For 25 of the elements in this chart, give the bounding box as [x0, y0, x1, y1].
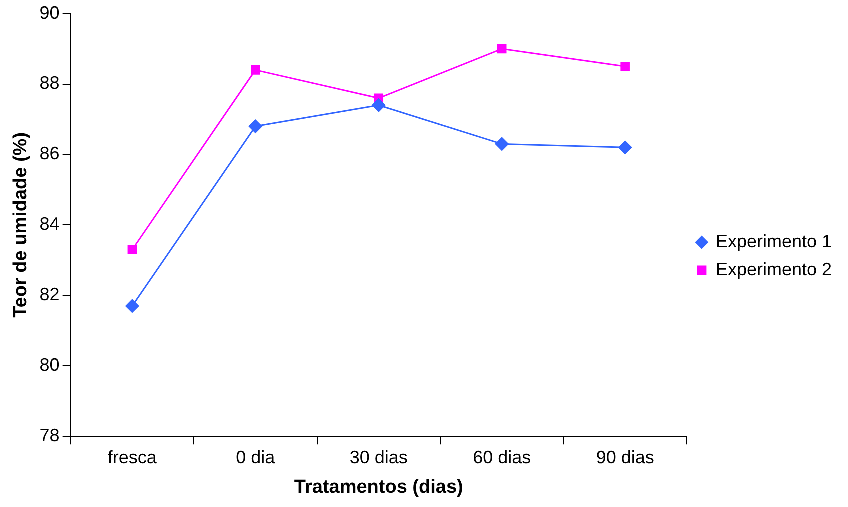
point [495, 137, 509, 151]
legend-label: Experimento 2 [716, 259, 832, 280]
point [497, 44, 507, 54]
point [372, 98, 386, 112]
y-tick-label: 80 [40, 355, 60, 376]
y-tick-label: 86 [40, 144, 60, 164]
x-tick-label: 0 dia [236, 447, 276, 468]
y-tick-label: 88 [40, 73, 60, 94]
legend-label: Experimento 1 [716, 231, 832, 252]
y-tick-label: 78 [40, 426, 60, 446]
x-tick-label: 90 dias [596, 447, 654, 468]
point [248, 120, 262, 134]
point [128, 245, 138, 255]
y-tick-label: 90 [40, 2, 60, 23]
x-tick-label: 60 dias [473, 447, 532, 468]
y-axis-title: Teor de umidade (%) [10, 132, 32, 318]
x-tick-label: fresca [108, 447, 158, 468]
x-axis-title: Tratamentos (dias) [294, 476, 464, 498]
point [620, 62, 630, 72]
point [126, 299, 140, 313]
point [251, 66, 260, 75]
y-tick-label: 84 [40, 214, 60, 234]
point [618, 140, 632, 154]
y-tick-label: 82 [40, 284, 60, 305]
x-tick-label: 30 dias [350, 447, 408, 468]
